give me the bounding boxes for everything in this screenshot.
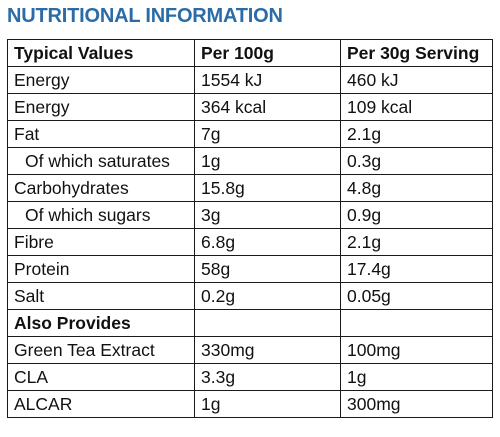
row-per-100g: 1g: [194, 390, 341, 418]
row-per-100g: 1g: [194, 147, 341, 175]
page-title: NUTRITIONAL INFORMATION: [7, 5, 283, 27]
row-per-serving: 300mg: [340, 390, 493, 418]
row-per-100g: 6.8g: [194, 228, 341, 256]
row-per-100g: 364 kcal: [194, 93, 341, 121]
row-label: Of which sugars: [7, 201, 195, 229]
row-label: Energy: [7, 93, 195, 121]
table-row: Of which saturates 1g 0.3g: [7, 147, 493, 175]
row-per-serving: 0.3g: [340, 147, 493, 175]
row-per-100g: 3.3g: [194, 363, 341, 391]
row-per-100g: [194, 309, 341, 337]
row-per-100g: 3g: [194, 201, 341, 229]
row-per-serving: 2.1g: [340, 120, 493, 148]
row-label: CLA: [7, 363, 195, 391]
header-typical-values: Typical Values: [7, 39, 195, 67]
row-per-100g: 0.2g: [194, 282, 341, 310]
table-header-row: Typical Values Per 100g Per 30g Serving: [7, 39, 493, 67]
table-row: Of which sugars 3g 0.9g: [7, 201, 493, 229]
section-label-also-provides: Also Provides: [7, 309, 195, 337]
row-per-serving: 17.4g: [340, 255, 493, 283]
table-row: Carbohydrates 15.8g 4.8g: [7, 174, 493, 202]
table-row: Green Tea Extract 330mg 100mg: [7, 336, 493, 364]
nutrition-table: Typical Values Per 100g Per 30g Serving …: [7, 39, 493, 418]
row-label: Of which saturates: [7, 147, 195, 175]
row-per-100g: 15.8g: [194, 174, 341, 202]
row-label: Fibre: [7, 228, 195, 256]
row-per-100g: 1554 kJ: [194, 66, 341, 94]
row-per-serving: 2.1g: [340, 228, 493, 256]
table-row: Protein 58g 17.4g: [7, 255, 493, 283]
row-label: Energy: [7, 66, 195, 94]
row-label: Salt: [7, 282, 195, 310]
row-label: Carbohydrates: [7, 174, 195, 202]
table-row: Fibre 6.8g 2.1g: [7, 228, 493, 256]
row-label: Protein: [7, 255, 195, 283]
table-row: Fat 7g 2.1g: [7, 120, 493, 148]
table-row: Energy 1554 kJ 460 kJ: [7, 66, 493, 94]
table-row: Energy 364 kcal 109 kcal: [7, 93, 493, 121]
header-per-serving: Per 30g Serving: [340, 39, 493, 67]
table-row: CLA 3.3g 1g: [7, 363, 493, 391]
row-per-serving: 0.9g: [340, 201, 493, 229]
table-row: Salt 0.2g 0.05g: [7, 282, 493, 310]
row-per-100g: 7g: [194, 120, 341, 148]
row-per-serving: 4.8g: [340, 174, 493, 202]
row-label: Green Tea Extract: [7, 336, 195, 364]
row-per-serving: [340, 309, 493, 337]
table-section-row: Also Provides: [7, 309, 493, 337]
row-per-serving: 460 kJ: [340, 66, 493, 94]
header-per-100g: Per 100g: [194, 39, 341, 67]
table-row: ALCAR 1g 300mg: [7, 390, 493, 418]
row-label: ALCAR: [7, 390, 195, 418]
row-per-serving: 1g: [340, 363, 493, 391]
row-per-serving: 109 kcal: [340, 93, 493, 121]
row-per-serving: 100mg: [340, 336, 493, 364]
row-per-100g: 330mg: [194, 336, 341, 364]
row-per-100g: 58g: [194, 255, 341, 283]
row-per-serving: 0.05g: [340, 282, 493, 310]
row-label: Fat: [7, 120, 195, 148]
